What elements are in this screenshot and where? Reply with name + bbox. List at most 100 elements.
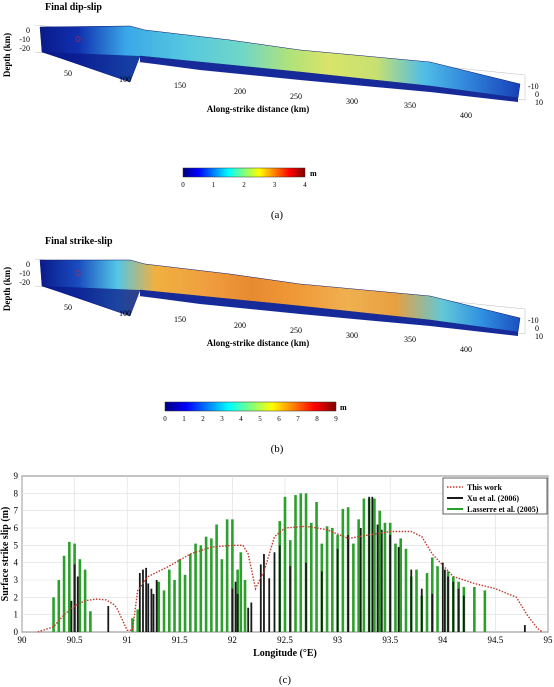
bar: [231, 519, 234, 632]
bar: [89, 611, 92, 632]
bar: [183, 574, 187, 632]
bar: [142, 569, 144, 632]
bar: [373, 498, 376, 632]
fault-bottom-b: [42, 286, 140, 316]
colorbar-tick: 9: [334, 415, 338, 423]
panel-b: Final strike-slip Depth (km) 0 -10 -20 ✩…: [2, 236, 543, 455]
bar: [173, 580, 176, 632]
bar: [368, 496, 371, 632]
y-tick-label: 8: [14, 488, 19, 498]
bar: [52, 597, 55, 632]
bar: [70, 600, 73, 632]
bar: [410, 569, 413, 632]
bar: [452, 581, 455, 632]
bar: [378, 510, 381, 632]
bar: [357, 519, 360, 632]
bar: [247, 607, 250, 632]
bar: [138, 573, 141, 632]
caption-a: (a): [271, 209, 284, 221]
bar: [362, 498, 366, 632]
bar: [441, 562, 444, 632]
bar: [331, 528, 334, 632]
x-tick-label: 91.5: [172, 635, 188, 645]
bar: [283, 496, 287, 632]
xu-bars: [70, 496, 526, 632]
bar: [383, 522, 387, 632]
bar: [57, 580, 61, 632]
depth-tick: -10: [19, 35, 30, 44]
x-tick-label: 95: [544, 635, 554, 645]
colorbar-tick: 1: [212, 181, 216, 189]
right-tick: -10: [528, 316, 539, 325]
bar: [397, 547, 400, 632]
bar: [462, 595, 465, 632]
bar: [178, 559, 182, 632]
bar: [268, 578, 271, 632]
bar: [136, 609, 140, 632]
bar: [425, 573, 429, 632]
y-tick-label: 9: [14, 471, 19, 481]
bar: [263, 554, 265, 632]
bar: [147, 583, 150, 632]
chart-xlabel: Longitude (°E): [253, 648, 317, 659]
colorbar-a: [182, 167, 306, 178]
bar: [336, 548, 339, 632]
x-tick: 250: [290, 326, 302, 335]
legend-label: Lasserre et al. (2005): [467, 505, 539, 514]
caption-c: (c): [279, 674, 292, 686]
colorbar-unit: m: [340, 403, 347, 412]
bar: [523, 625, 526, 632]
bar: [167, 569, 171, 632]
bar: [315, 502, 318, 632]
colorbar-tick: 0: [163, 415, 167, 423]
bar: [155, 580, 158, 632]
depth-tick: 0: [26, 26, 30, 35]
bar: [415, 569, 418, 632]
epicenter-star-icon: ✩: [74, 34, 82, 44]
bar: [320, 571, 323, 632]
colorbar-tick: 3: [220, 415, 224, 423]
bar: [436, 566, 439, 632]
x-tick-label: 91: [123, 635, 132, 645]
x-tick-label: 90.5: [67, 635, 83, 645]
bar: [394, 543, 397, 632]
colorbar-b: [164, 401, 337, 412]
x-tick: 200: [234, 87, 246, 96]
x-tick-label: 92: [228, 635, 237, 645]
x-tick-label: 94: [438, 635, 448, 645]
bar: [239, 552, 243, 632]
bar: [352, 543, 355, 632]
right-tick: -10: [528, 82, 539, 91]
panel-b-title: Final strike-slip: [45, 236, 113, 247]
bar: [107, 606, 110, 632]
colorbar-tick: 5: [258, 415, 262, 423]
x-tick-label: 90: [18, 635, 28, 645]
bar: [473, 586, 476, 632]
bar: [225, 519, 229, 632]
panel-a-title: Final dip-slip: [45, 2, 102, 13]
bar: [347, 534, 350, 632]
colorbar-tick: 3: [273, 181, 277, 189]
bar: [152, 593, 155, 632]
panel-c-chart: 90 90.5 91 91.5 92 92.5 93 93.5 94 94.5 95 0 1 2 3 4 5 6…: [0, 471, 554, 686]
bar: [194, 543, 197, 632]
x-tick-label: 93.5: [382, 635, 398, 645]
colorbar-tick: 1: [182, 415, 186, 423]
bar: [389, 534, 392, 632]
bar: [236, 593, 239, 632]
colorbar-tick: 6: [277, 415, 281, 423]
depth-tick: -10: [19, 269, 30, 278]
bar: [231, 588, 234, 632]
x-tick: 100: [119, 75, 131, 84]
this-work-line: [37, 525, 544, 633]
bar: [371, 496, 374, 632]
y-tick-label: 1: [14, 610, 19, 620]
bar: [78, 559, 82, 632]
bar: [250, 602, 253, 632]
colorbar-unit: m: [310, 169, 317, 178]
bar: [243, 580, 247, 632]
legend-label: Xu et al. (2006): [467, 494, 519, 503]
panel-a-xlabel: Along-strike distance (km): [207, 104, 310, 114]
bar: [310, 522, 313, 632]
fault-lower-edge-a: [140, 56, 518, 102]
